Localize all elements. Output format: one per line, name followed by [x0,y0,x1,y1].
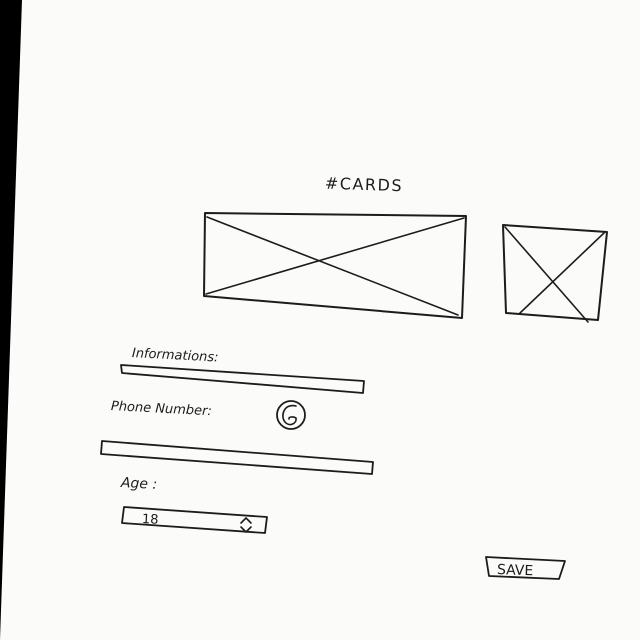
card-large[interactable] [203,212,467,319]
page-title: #CARDS [325,174,404,196]
call-icon[interactable] [276,400,306,430]
informations-label: Informations: [132,346,219,366]
age-value: 18 [142,512,159,528]
image-placeholder-icon [504,226,605,323]
save-button-label: SAVE [497,562,534,579]
up-down-chevron-icon[interactable] [240,517,252,533]
save-button[interactable]: SAVE [485,556,566,580]
age-label: Age : [120,475,158,493]
image-placeholder-icon [205,216,465,316]
informations-field[interactable] [120,364,365,394]
card-small[interactable] [502,224,608,323]
phone-number-field[interactable] [100,440,374,475]
age-select[interactable]: 18 [121,506,268,534]
phone-number-label: Phone Number: [111,399,213,419]
